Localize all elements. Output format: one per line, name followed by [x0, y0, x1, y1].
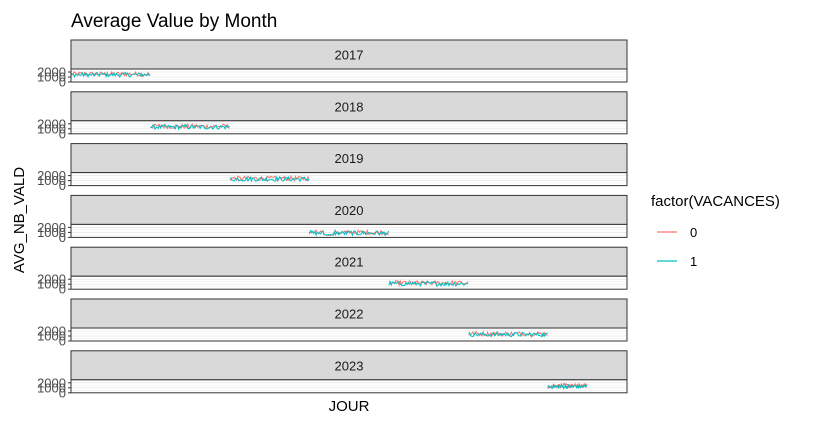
- facet-strip-label: 2017: [335, 48, 364, 63]
- facet-panel-border: [70, 327, 628, 342]
- y-tick-label: 1000: [37, 277, 66, 292]
- y-tick-label: 1000: [37, 329, 66, 344]
- series-line-1-2020: [308, 229, 390, 237]
- facet-strip-label: 2021: [335, 255, 364, 270]
- facet-panel-border: [70, 68, 628, 83]
- facet-panel-border: [70, 172, 628, 187]
- facet-panel-border: [70, 275, 628, 290]
- series-line-1-2022: [468, 331, 548, 339]
- y-tick-label: 0: [59, 126, 66, 141]
- legend-label-0: 0: [690, 225, 697, 240]
- facet-strip: [70, 143, 628, 174]
- facet-panel-border: [70, 379, 628, 394]
- facet-panel-background: [71, 379, 627, 393]
- series-line-1-2018: [150, 123, 230, 131]
- y-tick-label: 2000: [37, 375, 66, 390]
- facet-panel-background: [71, 276, 627, 290]
- facet-strip-label: 2020: [335, 203, 364, 218]
- facet-strip-label: 2023: [335, 358, 364, 373]
- y-tick-label: 2000: [37, 324, 66, 339]
- y-tick-label: 1000: [37, 173, 66, 188]
- y-tick-label: 2000: [37, 116, 66, 131]
- y-tick-label: 0: [59, 334, 66, 349]
- y-tick-label: 1000: [37, 225, 66, 240]
- legend-entry-1: 1: [657, 254, 697, 269]
- y-tick-label: 0: [59, 75, 66, 90]
- facet-panel-border: [70, 223, 628, 238]
- y-tick-label: 1000: [37, 121, 66, 136]
- facet-panel-border: [70, 120, 628, 135]
- y-tick-label: 0: [59, 230, 66, 245]
- y-tick-label: 2000: [37, 168, 66, 183]
- facet-strip-label: 2022: [335, 307, 364, 322]
- series-line-1-2021: [388, 280, 469, 287]
- series-line-1-2019: [229, 175, 310, 183]
- y-tick-label: 0: [59, 178, 66, 193]
- legend: factor(VACANCES) 0 1: [651, 193, 780, 269]
- series-line-1-2017: [70, 71, 151, 79]
- facet-strip: [70, 246, 628, 277]
- legend-label-1: 1: [690, 254, 697, 269]
- y-axis-title: AVG_NB_VALD: [11, 167, 28, 273]
- x-axis-title: JOUR: [329, 398, 370, 415]
- y-tick-label: 1000: [37, 70, 66, 85]
- facet-strip: [70, 39, 628, 70]
- y-tick-label: 1000: [37, 380, 66, 395]
- y-tick-label: 2000: [37, 272, 66, 287]
- facet-panels: 2017010002000201801000200020190100020002…: [37, 39, 628, 400]
- facet-strip: [70, 298, 628, 329]
- facet-strip-label: 2019: [335, 151, 364, 166]
- facet-strip-label: 2018: [335, 99, 364, 114]
- legend-entry-0: 0: [657, 225, 697, 240]
- y-tick-label: 0: [59, 385, 66, 400]
- series-line-1-2023: [547, 383, 588, 390]
- y-tick-label: 0: [59, 282, 66, 297]
- facet-panel-background: [71, 69, 627, 82]
- facet-strip: [70, 194, 628, 225]
- chart-title: Average Value by Month: [71, 11, 277, 32]
- series-line-0-2019: [229, 174, 310, 182]
- facet-panel-background: [71, 172, 627, 186]
- y-tick-label: 2000: [37, 65, 66, 80]
- legend-title: factor(VACANCES): [651, 193, 780, 210]
- y-tick-label: 2000: [37, 220, 66, 235]
